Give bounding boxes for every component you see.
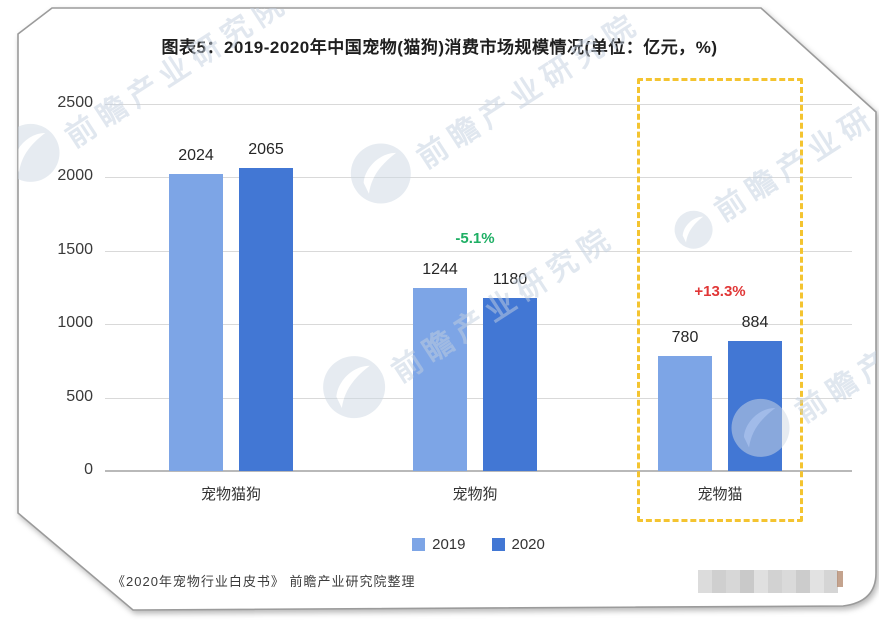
x-axis-label: 宠物猫 xyxy=(697,486,743,503)
legend: 2019 2020 xyxy=(105,536,852,553)
redaction-mosaic xyxy=(698,570,838,593)
watermark-text: 前瞻产业研究院 xyxy=(59,0,296,155)
bar-2019-宠物猫狗 xyxy=(169,173,223,471)
legend-item-2020: 2020 xyxy=(491,536,545,553)
y-axis-label: 2500 xyxy=(57,94,93,111)
legend-item-2019: 2019 xyxy=(412,536,466,553)
redaction-mark xyxy=(837,571,843,587)
x-axis-label: 宠物狗 xyxy=(452,486,498,503)
legend-label: 2019 xyxy=(432,536,466,553)
bar-2020-宠物猫狗 xyxy=(239,167,293,471)
gridline-0 xyxy=(105,470,852,472)
y-axis-label: 500 xyxy=(66,387,93,405)
bar-value-label: 1180 xyxy=(492,270,528,288)
highlight-dashed-box xyxy=(637,78,803,522)
growth-annotation: -5.1% xyxy=(455,230,495,248)
bar-value-label: 2024 xyxy=(178,146,214,164)
bar-value-label: 780 xyxy=(671,329,699,347)
gridline-2500 xyxy=(105,104,852,105)
source-note: 《2020年宠物行业白皮书》 前瞻产业研究院整理 xyxy=(112,574,416,589)
gridline-500 xyxy=(105,397,852,399)
gridline-2000 xyxy=(105,177,852,179)
bar-value-label: 884 xyxy=(741,314,769,332)
bar-2020-宠物猫 xyxy=(728,341,782,471)
chart-title: 图表5：2019-2020年中国宠物(猫狗)消费市场规模情况(单位：亿元，%) xyxy=(161,38,718,57)
watermark-logo-icon xyxy=(350,143,411,204)
y-axis-label: 2000 xyxy=(57,167,93,185)
y-axis-label: 0 xyxy=(84,461,93,478)
growth-annotation: +13.3% xyxy=(694,283,746,301)
bar-2020-宠物狗 xyxy=(483,297,537,471)
watermark-logo-icon xyxy=(323,356,386,419)
bar-2019-宠物狗 xyxy=(413,288,467,471)
bar-2019-宠物猫 xyxy=(658,356,712,471)
watermark-text: 前瞻产业研究院 xyxy=(411,6,647,176)
y-axis-label: 1500 xyxy=(57,240,93,258)
legend-swatch xyxy=(412,538,426,551)
bar-value-label: 2065 xyxy=(248,140,284,158)
x-axis-label: 宠物猫狗 xyxy=(200,486,261,503)
gridline-1000 xyxy=(105,324,852,326)
y-axis-label: 1000 xyxy=(57,314,93,332)
legend-swatch xyxy=(491,538,505,551)
legend-label: 2020 xyxy=(511,536,545,553)
bar-value-label: 1244 xyxy=(422,261,458,279)
gridline-1500 xyxy=(105,250,852,252)
